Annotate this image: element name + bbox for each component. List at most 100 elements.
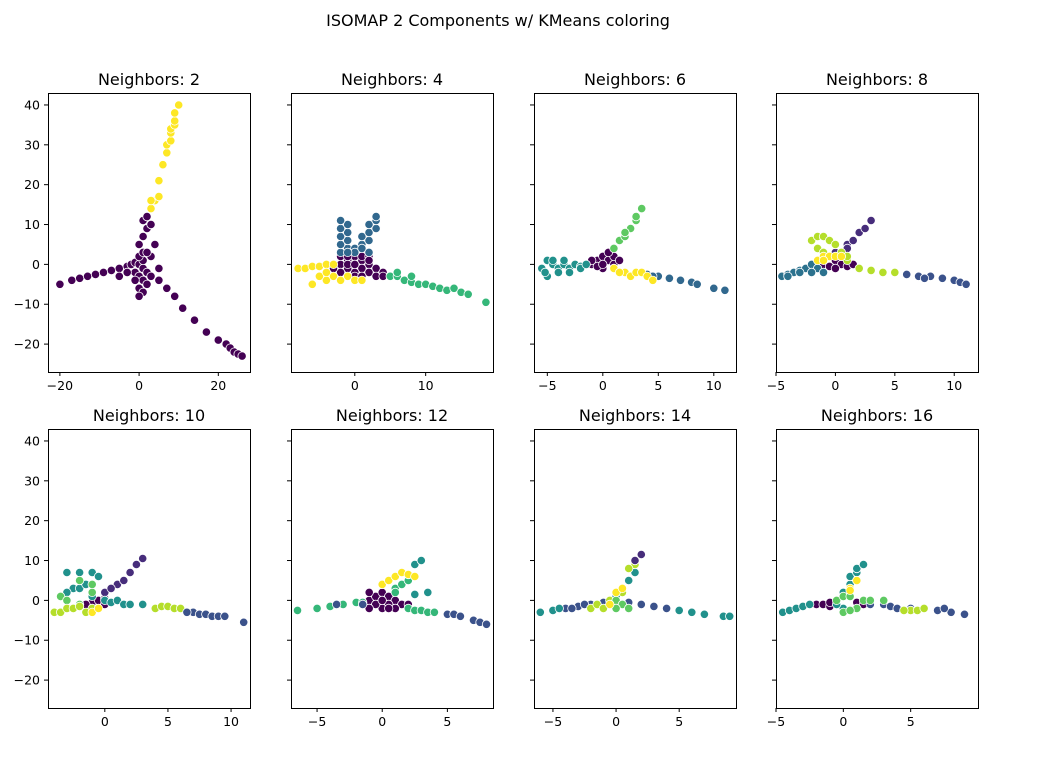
x-tick-label: 5 <box>443 714 451 729</box>
y-tick-label: 0 <box>32 257 40 272</box>
data-point <box>146 271 156 281</box>
data-point <box>384 575 394 586</box>
data-point <box>83 271 93 281</box>
data-point <box>75 567 85 578</box>
data-point <box>795 267 805 277</box>
data-point <box>783 271 793 281</box>
subplot-title: Neighbors: 8 <box>826 70 928 89</box>
data-point <box>364 247 374 257</box>
x-tick-label: 0 <box>351 378 359 393</box>
data-point <box>138 553 148 564</box>
data-point <box>674 605 684 616</box>
data-point <box>620 227 630 238</box>
data-point <box>170 108 180 118</box>
x-tick-label: 0 <box>101 714 109 729</box>
subplot-8: Neighbors: 16 −5 0 5 <box>767 406 979 729</box>
subplot-title: Neighbors: 2 <box>98 70 200 89</box>
data-point <box>637 204 647 214</box>
data-point <box>335 275 346 285</box>
x-tick-label: 0 <box>135 378 143 393</box>
data-point <box>93 603 104 614</box>
data-point <box>178 303 188 313</box>
data-point <box>879 595 889 606</box>
data-point <box>630 555 640 566</box>
data-point <box>535 607 545 617</box>
data-point <box>831 595 842 606</box>
data-point <box>343 219 353 230</box>
data-point <box>902 269 912 279</box>
data-point <box>416 555 426 566</box>
subplot-title: Neighbors: 10 <box>93 406 205 425</box>
data-point <box>481 297 491 307</box>
data-point <box>392 267 402 277</box>
data-point <box>725 611 735 621</box>
data-point <box>162 148 172 158</box>
x-tick-label: 5 <box>907 714 915 729</box>
x-tick-label: 5 <box>891 378 899 393</box>
plot-frame <box>534 429 737 709</box>
subplot-7: Neighbors: 14 −5 0 5 <box>530 406 737 729</box>
scatter-points <box>778 559 970 619</box>
data-point <box>364 587 374 598</box>
scatter-points <box>535 549 735 621</box>
data-point <box>154 263 164 273</box>
data-point <box>182 607 192 617</box>
data-point <box>852 563 862 574</box>
data-point <box>961 279 971 289</box>
data-point <box>138 599 148 610</box>
data-point <box>624 563 634 574</box>
data-point <box>114 271 124 281</box>
data-point <box>631 212 641 222</box>
figure-title: ISOMAP 2 Components w/ KMeans coloring <box>326 11 670 30</box>
data-point <box>55 279 65 289</box>
data-point <box>624 603 634 614</box>
data-point <box>328 259 339 269</box>
data-point <box>675 275 686 285</box>
data-point <box>806 267 817 277</box>
data-point <box>939 603 949 614</box>
data-point <box>818 255 829 265</box>
data-point <box>377 595 387 606</box>
y-tick-label: −10 <box>14 633 40 648</box>
data-point <box>98 267 109 277</box>
data-point <box>189 315 200 325</box>
data-point <box>463 289 473 299</box>
data-point <box>636 599 646 610</box>
data-point <box>720 285 730 295</box>
x-tick-label: 0 <box>599 378 607 393</box>
data-point <box>357 243 367 253</box>
data-point <box>609 243 619 253</box>
y-tick-label: −20 <box>14 673 40 688</box>
data-point <box>62 595 72 606</box>
scatter-points <box>537 204 730 295</box>
data-point <box>328 271 339 281</box>
data-point <box>75 273 85 283</box>
data-point <box>429 607 439 617</box>
data-point <box>455 611 465 621</box>
data-point <box>174 100 184 110</box>
data-point <box>959 609 970 619</box>
data-point <box>845 605 855 616</box>
data-point <box>371 212 381 222</box>
data-point <box>818 267 829 277</box>
x-tick-label: 0 <box>612 714 620 729</box>
data-point <box>142 247 152 257</box>
data-point <box>946 607 956 617</box>
data-point <box>919 273 930 283</box>
plot-frame <box>291 93 494 373</box>
data-point <box>158 160 168 170</box>
data-point <box>699 609 710 619</box>
data-point <box>919 603 929 614</box>
data-point <box>142 279 152 289</box>
x-tick-label: 5 <box>675 714 683 729</box>
data-point <box>598 259 608 269</box>
data-point <box>384 603 394 614</box>
subplot-grid: Neighbors: 2−20 0 20−20−10010203040Neighbo… <box>14 70 979 729</box>
x-tick-label: −5 <box>538 378 556 393</box>
data-point <box>617 583 628 594</box>
x-tick-label: 10 <box>418 378 434 393</box>
plot-frame <box>48 429 251 709</box>
data-point <box>423 587 433 598</box>
data-point <box>848 235 858 246</box>
data-point <box>890 267 900 277</box>
